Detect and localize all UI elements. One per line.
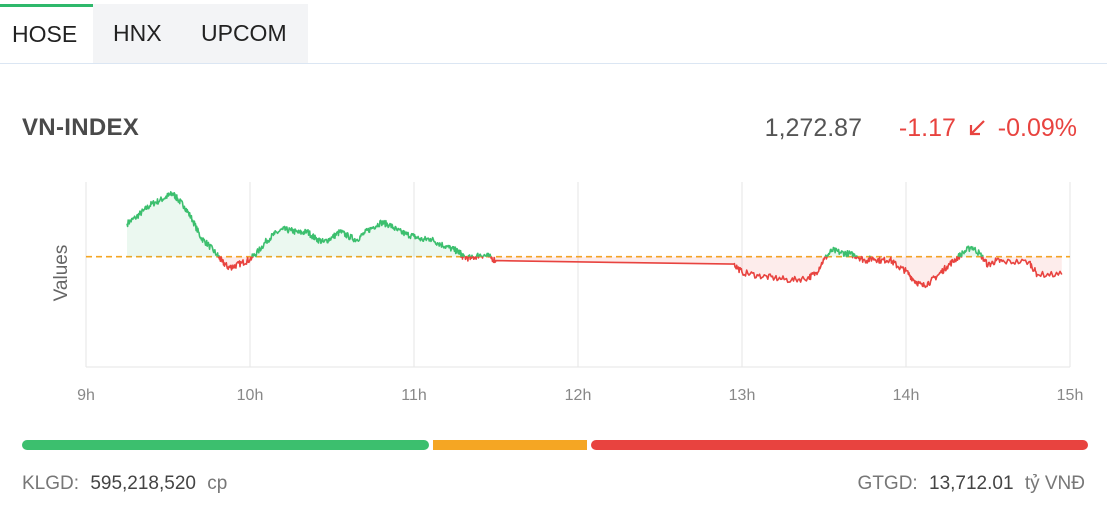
series-line-down [218, 256, 253, 271]
x-tick-label: 14h [893, 387, 920, 404]
series-line-down [470, 256, 473, 260]
series-line-up [960, 245, 983, 257]
series-line-up [217, 255, 220, 257]
series-line-up [824, 254, 827, 257]
value-stat: GTGD: 13,712.01 tỷ VNĐ [858, 473, 1085, 495]
arrow-down-left-icon [967, 116, 987, 136]
y-axis-label: Values [51, 245, 72, 302]
tabs-divider [0, 63, 1107, 64]
series-line-down [869, 256, 959, 289]
series-line-up [478, 253, 483, 258]
series-line-down [825, 256, 828, 260]
tab-hnx[interactable]: HNX [113, 20, 162, 46]
x-tick-label: 15h [1057, 387, 1084, 404]
area-above-reference [961, 246, 982, 257]
index-change-group: -1.17 -0.09% [899, 114, 1077, 143]
volume-value: 595,218,520 [90, 473, 196, 494]
area-above-reference [827, 247, 848, 257]
series-line-up [852, 252, 856, 257]
volume-label: KLGD: [22, 473, 80, 494]
series-line-down [477, 256, 480, 259]
area-below-reference [490, 256, 826, 283]
area-below-reference [870, 256, 959, 288]
series-line-down [471, 256, 478, 260]
x-tick-label: 12h [565, 387, 592, 404]
series-line-up [462, 254, 466, 258]
value-value: 13,712.01 [929, 473, 1014, 494]
index-name: VN-INDEX [22, 114, 140, 141]
breadth-advancers-bar [22, 440, 430, 450]
series-line-up [488, 253, 492, 257]
x-tick-label: 10h [237, 387, 264, 404]
tab-upcom[interactable]: UPCOM [201, 20, 287, 46]
tab-group-inactive: HNX UPCOM [93, 4, 308, 63]
value-label: GTGD: [857, 473, 918, 494]
index-change-pct: -0.09% [997, 114, 1077, 142]
series-line-down [464, 255, 470, 262]
series-line-down [489, 256, 827, 284]
series-line-up [826, 246, 849, 258]
value-unit: tỷ VNĐ [1024, 473, 1085, 494]
series-line-up [126, 191, 219, 257]
index-change: -1.17 [898, 114, 956, 142]
area-above-reference [127, 191, 219, 257]
series-line-down [980, 256, 983, 260]
series-line-up [981, 254, 984, 258]
tab-hose[interactable]: HOSE [0, 4, 93, 61]
volume-unit: cp [207, 473, 228, 494]
exchange-tabs: HOSE HNX UPCOM [0, 4, 1107, 64]
series-line-down [856, 255, 871, 264]
series-line-up [468, 254, 471, 257]
area-above-reference [253, 220, 461, 257]
breadth-decliners-bar [590, 440, 1088, 450]
series-line-up [855, 255, 858, 258]
x-tick-label: 11h [401, 387, 427, 404]
series-line-up [847, 250, 854, 257]
series-line-down [958, 256, 961, 260]
x-tick-label: 13h [729, 387, 756, 404]
intraday-chart: 9h 10h 11h 12h 13h 14h 15h Values [51, 182, 1084, 404]
series-line-down [481, 256, 484, 259]
index-value: 1,272.87 [764, 114, 862, 142]
series-line-up [475, 252, 480, 257]
breadth-unchanged-bar [433, 440, 587, 450]
x-tick-label: 9h [77, 387, 95, 404]
series-line-up [252, 219, 462, 258]
volume-stat: KLGD: 595,218,520 cp [22, 473, 227, 495]
series-line-up [482, 252, 490, 257]
series-line-down [982, 256, 1063, 278]
series-line-up [470, 254, 474, 257]
